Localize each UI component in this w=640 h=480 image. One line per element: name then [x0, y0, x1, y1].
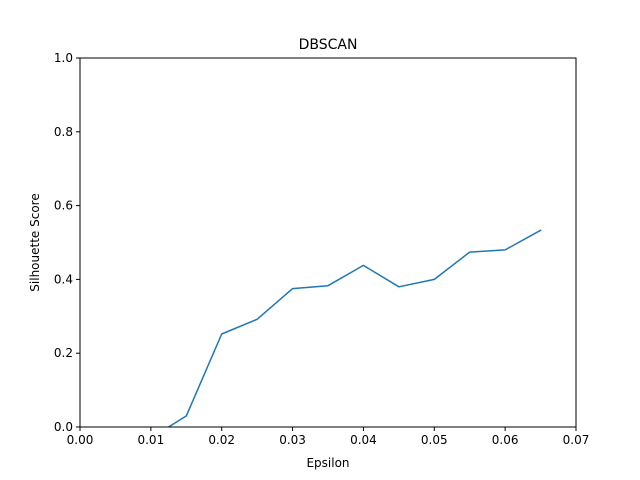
y-tick-label: 0.4: [54, 272, 73, 286]
series-line: [167, 229, 542, 427]
y-axis-ticks: 0.0 0.2 0.4 0.6 0.8 1.0: [54, 51, 80, 434]
chart-title: DBSCAN: [299, 37, 358, 53]
plot-area: [79, 57, 577, 428]
x-tick-label: 0.00: [67, 433, 94, 447]
y-axis-label: Silhouette Score: [28, 193, 42, 291]
y-tick-label: 0.0: [54, 420, 73, 434]
x-tick-label: 0.06: [492, 433, 519, 447]
x-tick-label: 0.07: [563, 433, 590, 447]
x-axis-label: Epsilon: [306, 456, 349, 470]
x-axis-ticks: 0.00 0.01 0.02 0.03 0.04 0.05 0.06 0.07: [67, 427, 590, 447]
x-tick-label: 0.05: [421, 433, 448, 447]
y-tick-label: 0.2: [54, 346, 73, 360]
x-tick-label: 0.02: [208, 433, 235, 447]
x-tick-label: 0.01: [137, 433, 164, 447]
x-tick-label: 0.03: [279, 433, 306, 447]
y-tick-label: 1.0: [54, 51, 73, 65]
y-tick-label: 0.8: [54, 125, 73, 139]
series-layer: [167, 229, 542, 427]
plot-frame: [79, 57, 577, 428]
y-tick-label: 0.6: [54, 199, 73, 213]
x-tick-label: 0.04: [350, 433, 377, 447]
